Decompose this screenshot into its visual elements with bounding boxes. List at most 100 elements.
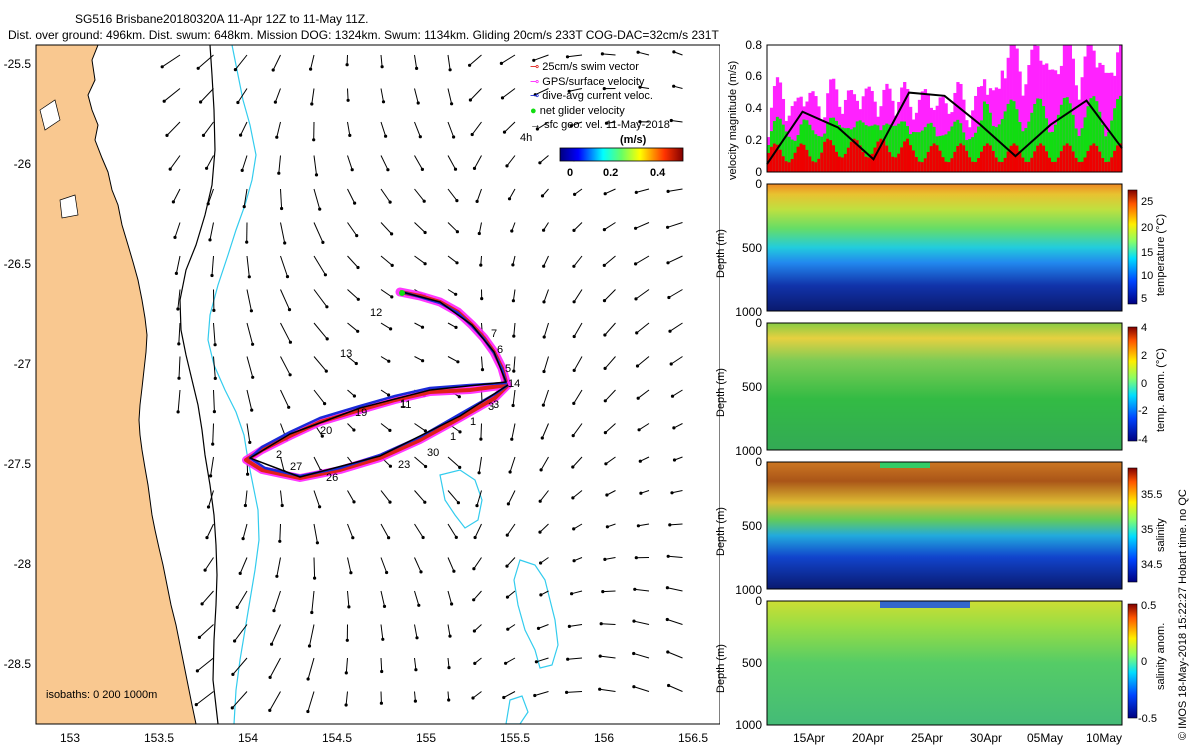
current-vector: [573, 356, 583, 371]
current-vector-head: [603, 333, 607, 337]
speed-bar-swim: [823, 141, 827, 172]
current-vector-head: [512, 369, 516, 373]
current-vector-head: [387, 359, 391, 363]
speed-bar-swim: [885, 145, 889, 172]
cb-tick: 0: [1141, 378, 1147, 390]
speed-bar-swim: [917, 161, 922, 172]
current-vector: [414, 155, 423, 170]
speed-bar-net: [1039, 98, 1043, 172]
speed-bar-gps: [852, 94, 857, 172]
depth-ticks: 0 500 1000 0 500 1000 0 500 1000 0 500 1…: [735, 177, 762, 732]
current-vector-head: [604, 121, 609, 125]
current-vector: [380, 657, 383, 672]
current-vector-head: [507, 197, 512, 201]
speed-bar-gps: [838, 106, 842, 172]
depth-label-2: Depth (m): [715, 368, 727, 417]
speed-bar-gps: [1110, 72, 1114, 172]
current-vector-head: [506, 627, 510, 631]
speed-bar-net: [1095, 101, 1099, 172]
current-vector-head: [599, 622, 603, 626]
current-vector: [512, 389, 516, 406]
current-vector-head: [635, 364, 640, 368]
current-vector-head: [325, 337, 329, 341]
legend-entry: → sfc geo. vel. 11-May-2018: [530, 119, 670, 131]
current-vector: [280, 389, 290, 408]
current-vector-head: [211, 442, 215, 446]
current-vector-head: [634, 556, 638, 560]
current-vector-head: [387, 393, 391, 397]
vel-y-tick: 0: [755, 165, 762, 179]
current-vector: [313, 322, 328, 340]
current-vector-head: [468, 98, 472, 102]
speed-bar-net: [826, 123, 830, 172]
current-vector-head: [315, 541, 319, 545]
current-vector-head: [380, 669, 384, 674]
current-vector-head: [505, 533, 509, 537]
cb-tick: 20: [1141, 222, 1153, 234]
speed-bar-swim: [1083, 157, 1087, 172]
speed-bar-swim: [1000, 161, 1004, 172]
speed-bar-swim: [980, 151, 984, 172]
speed-bar-net: [968, 139, 972, 172]
speed-bar-swim: [897, 153, 901, 172]
current-vector: [601, 623, 616, 625]
current-vector-head: [638, 459, 642, 463]
current-vector: [635, 255, 650, 265]
current-vector: [605, 423, 616, 433]
speed-bar-gps: [1077, 99, 1081, 172]
current-vector-head: [288, 340, 292, 344]
speed-bar-net: [817, 136, 821, 172]
speed-bar-swim: [988, 145, 993, 172]
current-vector-head: [285, 275, 290, 279]
current-vector-head: [457, 395, 461, 399]
current-vector: [506, 155, 516, 167]
speed-bar-gps: [802, 106, 806, 172]
current-vector: [380, 255, 393, 266]
speed-bar-net: [778, 118, 783, 172]
current-vector-head: [634, 226, 638, 230]
current-vector-head: [413, 699, 417, 703]
current-vector: [667, 587, 683, 592]
current-vector: [347, 121, 351, 136]
isobath-1000m: [207, 45, 260, 724]
speed-bar-net: [1107, 132, 1111, 172]
current-vector-head: [168, 167, 172, 171]
current-vector: [543, 356, 549, 372]
current-vector-head: [240, 168, 244, 172]
cb-tick: 35: [1141, 524, 1153, 536]
current-vector-head: [320, 434, 324, 438]
current-vector-head: [306, 677, 310, 681]
current-vector-head: [601, 590, 605, 594]
speed-bar-net: [835, 120, 839, 172]
speed-bar-swim: [914, 157, 919, 172]
current-vector: [347, 523, 354, 538]
speed-bar-swim: [843, 153, 848, 172]
speed-bar-swim: [1048, 157, 1052, 172]
current-vector-head: [472, 567, 476, 571]
cb-label-temp: temperature (°C): [1155, 213, 1167, 296]
day-label: 1: [470, 416, 476, 428]
speed-bar-net: [941, 135, 945, 172]
figure-title-line1: SG516 Brisbane20180320A 11-Apr 12Z to 11…: [75, 12, 369, 26]
current-vector: [414, 657, 417, 670]
current-vector: [573, 523, 583, 530]
current-vector-head: [197, 635, 201, 640]
depth-label-1: Depth (m): [715, 229, 727, 278]
speed-bar-net: [1071, 114, 1075, 172]
speed-bar-gps: [1104, 72, 1108, 172]
speed-bar-net: [994, 127, 999, 172]
day-label: 7: [491, 328, 497, 340]
speed-bar-net: [906, 126, 910, 172]
current-vector: [347, 222, 358, 236]
velocity-ylabel: velocity magnitude (m/s): [727, 60, 739, 180]
current-vector: [207, 188, 214, 204]
current-vector-head: [423, 262, 427, 266]
current-vector-head: [206, 202, 210, 206]
current-vector-head: [540, 436, 544, 440]
speed-bar-swim: [1015, 145, 1019, 172]
speed-bar-swim: [808, 156, 812, 172]
speed-bar-gps: [1018, 71, 1022, 172]
current-vector-head: [177, 342, 181, 346]
current-vector: [234, 624, 248, 642]
current-vector: [178, 322, 181, 344]
